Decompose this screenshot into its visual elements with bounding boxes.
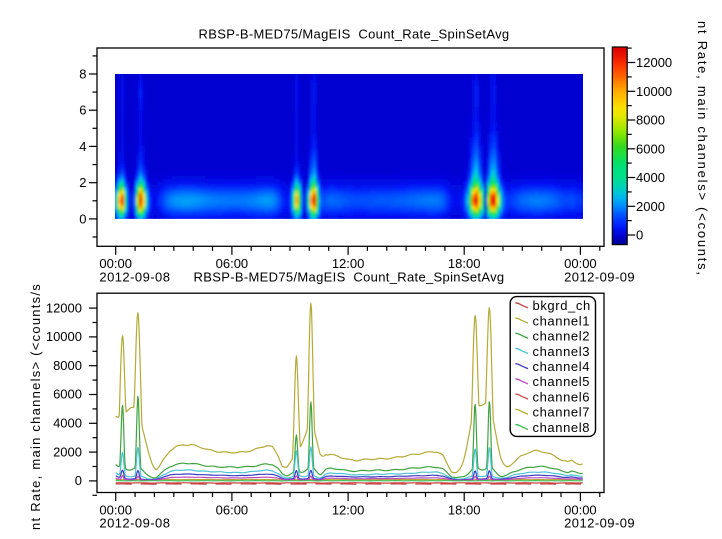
svg-text:6000: 6000: [53, 387, 82, 402]
svg-text:4000: 4000: [53, 416, 82, 431]
svg-text:nt Rate, main channels> (<coun: nt Rate, main channels> (<counts/s: [28, 283, 43, 530]
svg-text:channel8: channel8: [533, 420, 591, 435]
svg-text:channel2: channel2: [533, 329, 591, 344]
svg-text:8000: 8000: [636, 113, 665, 128]
svg-text:channel4: channel4: [533, 359, 591, 374]
svg-text:18:00: 18:00: [448, 256, 481, 271]
svg-text:10000: 10000: [636, 84, 672, 99]
svg-text:2012-09-08: 2012-09-08: [99, 270, 170, 285]
svg-text:00:00: 00:00: [99, 503, 132, 518]
svg-text:channel3: channel3: [533, 344, 591, 359]
svg-text:2000: 2000: [636, 199, 665, 214]
svg-text:10000: 10000: [46, 329, 82, 344]
svg-text:0: 0: [75, 473, 82, 488]
svg-text:00:00: 00:00: [99, 256, 132, 271]
svg-text:8000: 8000: [53, 358, 82, 373]
svg-text:0: 0: [79, 211, 86, 226]
svg-text:2012-09-09: 2012-09-09: [564, 515, 635, 530]
svg-text:0: 0: [636, 228, 643, 243]
svg-text:12:00: 12:00: [332, 256, 365, 271]
svg-text:2012-09-09: 2012-09-09: [564, 270, 635, 285]
svg-text:RBSP-B-MED75/MagEIS Count_Rat: RBSP-B-MED75/MagEIS Count_Rate_SpinSetAv…: [194, 270, 505, 285]
svg-text:RBSP-B-MED75/MagEIS Count_Rat: RBSP-B-MED75/MagEIS Count_Rate_SpinSetAv…: [199, 27, 510, 42]
svg-text:channel5: channel5: [533, 374, 591, 389]
svg-text:4: 4: [79, 139, 86, 154]
svg-text:12:00: 12:00: [332, 503, 365, 518]
svg-text:00:00: 00:00: [564, 503, 597, 518]
svg-text:06:00: 06:00: [216, 503, 249, 518]
svg-text:bkgrd_ch: bkgrd_ch: [533, 298, 591, 313]
svg-text:nt Rate, main channels> (<coun: nt Rate, main channels> (<counts,: [695, 21, 710, 277]
svg-text:2000: 2000: [53, 444, 82, 459]
svg-text:channel1: channel1: [533, 313, 591, 328]
svg-text:2012-09-08: 2012-09-08: [99, 515, 170, 530]
svg-text:2: 2: [79, 175, 86, 190]
svg-text:channel6: channel6: [533, 389, 591, 404]
svg-text:12000: 12000: [636, 55, 672, 70]
svg-text:6: 6: [79, 103, 86, 118]
svg-text:channel7: channel7: [533, 405, 591, 420]
svg-text:12000: 12000: [46, 300, 82, 315]
svg-text:00:00: 00:00: [564, 256, 597, 271]
svg-text:18:00: 18:00: [448, 503, 481, 518]
svg-text:6000: 6000: [636, 141, 665, 156]
svg-text:4000: 4000: [636, 170, 665, 185]
svg-text:8: 8: [79, 67, 86, 82]
svg-text:06:00: 06:00: [216, 256, 249, 271]
